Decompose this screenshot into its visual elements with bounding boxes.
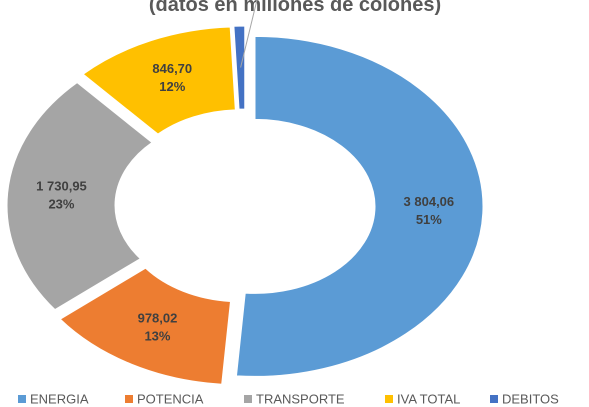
percent-label: 13% xyxy=(144,328,170,343)
percent-label: 51% xyxy=(416,212,442,227)
value-label: 1 730,95 xyxy=(36,178,87,193)
value-label: 3 804,06 xyxy=(404,194,455,209)
slice xyxy=(59,267,232,385)
leader-line xyxy=(240,0,258,68)
legend-label: DEBITOS xyxy=(502,391,559,406)
legend-label: IVA TOTAL xyxy=(397,391,460,406)
chart-title: (datos en millones de colones) xyxy=(149,0,441,16)
legend-swatch xyxy=(490,395,498,403)
legend-swatch xyxy=(385,395,393,403)
legend-label: TRANSPORTE xyxy=(256,391,345,406)
legend-swatch xyxy=(18,395,26,403)
slice xyxy=(6,82,153,311)
percent-label: 23% xyxy=(48,196,74,211)
slice xyxy=(82,26,236,135)
percent-label: 12% xyxy=(159,79,185,94)
legend-label: POTENCIA xyxy=(137,391,204,406)
value-label: 978,02 xyxy=(138,310,178,325)
legend-swatch xyxy=(125,395,133,403)
value-label: 846,70 xyxy=(152,61,192,76)
slice xyxy=(233,25,246,110)
legend-label: ENERGIA xyxy=(30,391,89,406)
slice xyxy=(235,35,484,377)
legend-swatch xyxy=(244,395,252,403)
